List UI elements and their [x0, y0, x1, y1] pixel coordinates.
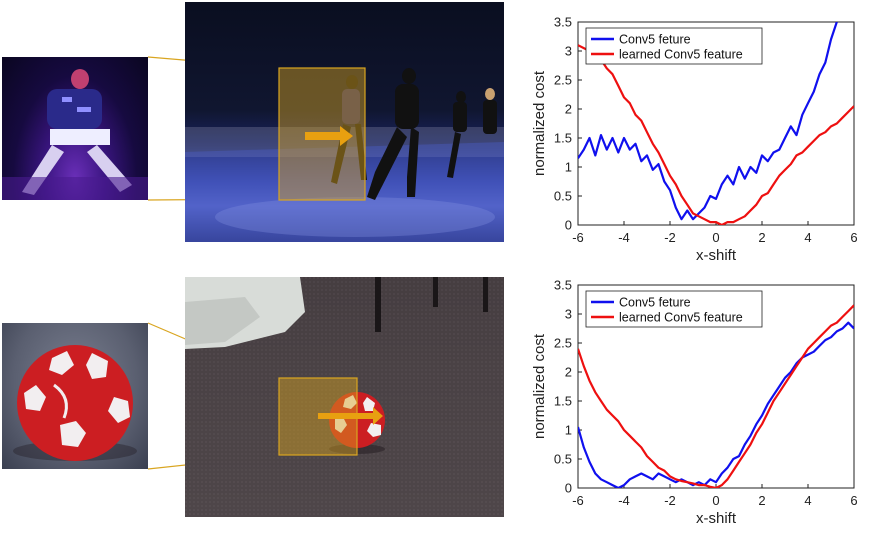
dance-stage-photo [185, 2, 504, 242]
ball-crop-figure [13, 345, 137, 461]
soccer-ball-xtick-label: 2 [758, 493, 765, 508]
ball-shift-arrow [318, 407, 383, 425]
dance-stage-ytick-label: 1.5 [554, 131, 572, 146]
dance-cost-chart: -6 -4 -2 0 2 4 6 0 0.5 1 1.5 2 2.5 3 3.5 x-shift normali… [531, 15, 858, 265]
soccer-ball-ytick-label: 1 [565, 423, 572, 438]
soccer-ball-xtick-label: -2 [664, 493, 676, 508]
dance-stage-xtick-label: 0 [712, 230, 719, 245]
dance-shift-arrow [305, 126, 353, 146]
ball-floor-scene [185, 277, 504, 517]
dance-stage-series-line-1 [578, 44, 854, 225]
dance-crop-figure [2, 69, 148, 200]
dance-highlight-box [278, 67, 366, 201]
dance-stage-ytick-label: 3.5 [554, 15, 572, 30]
dance-stage-ytick-label: 2 [565, 102, 572, 117]
dance-stage-xtick-label: 4 [804, 230, 811, 245]
soccer-ball-xtick-label: 6 [850, 493, 857, 508]
soccer-ball-xtick-label: -6 [572, 493, 584, 508]
dance-stage-legend [585, 27, 763, 65]
soccer-ball-xtick-label: -4 [618, 493, 630, 508]
dance-stage-legend-entry-1: learned Conv5 feature [619, 48, 743, 62]
soccer-ball-series-line-0 [578, 321, 854, 488]
soccer-ball-legend-entry-1: learned Conv5 feature [619, 311, 743, 325]
dance-stage-xtick-label: -4 [618, 230, 630, 245]
dance-stage-y-axis-label: normalized cost [531, 70, 548, 176]
dance-stage-x-axis-label: x-shift [696, 247, 737, 264]
dance-stage-scene [185, 67, 504, 242]
dance-stage-ytick-label: 1 [565, 160, 572, 175]
soccer-ball-ytick-label: 0 [565, 481, 572, 496]
soccer-ball-xtick-label: 0 [712, 493, 719, 508]
dance-stage-xtick-label: -2 [664, 230, 676, 245]
soccer-ball-legend-entry-0: Conv5 feture [619, 296, 691, 310]
soccer-ball-ytick-label: 3 [565, 307, 572, 322]
dance-stage-xtick-label: 6 [850, 230, 857, 245]
soccer-ball-ytick-label: 2 [565, 365, 572, 380]
ball-floor-photo [185, 277, 504, 517]
soccer-ball-ytick-label: 0.5 [554, 452, 572, 467]
soccer-ball-legend [585, 290, 763, 328]
dance-stage-xtick-label: -6 [572, 230, 584, 245]
dance-stage-legend-entry-0: Conv5 feture [619, 33, 691, 47]
soccer-ball-series-line-1 [578, 304, 854, 488]
ball-cost-chart: -6 -4 -2 0 2 4 6 0 0.5 1 1.5 2 2.5 3 3.5 x-shift normali… [531, 278, 858, 528]
soccer-ball-ytick-label: 3.5 [554, 278, 572, 293]
soccer-ball-ytick-label: 2.5 [554, 336, 572, 351]
dance-stage-ytick-label: 3 [565, 44, 572, 59]
soccer-ball-y-axis-label: normalized cost [531, 333, 548, 439]
dance-stage-ytick-label: 2.5 [554, 73, 572, 88]
soccer-ball-xtick-label: 4 [804, 493, 811, 508]
dance-stage-ytick-label: 0 [565, 218, 572, 233]
soccer-ball-x-axis-label: x-shift [696, 510, 737, 527]
soccer-ball-ytick-label: 1.5 [554, 394, 572, 409]
dance-stage-ytick-label: 0.5 [554, 189, 572, 204]
dance-stage-xtick-label: 2 [758, 230, 765, 245]
dance-stage-series-line-0 [578, 22, 838, 221]
ball-crop-thumbnail [2, 323, 148, 469]
dance-crop-thumbnail [2, 57, 148, 200]
